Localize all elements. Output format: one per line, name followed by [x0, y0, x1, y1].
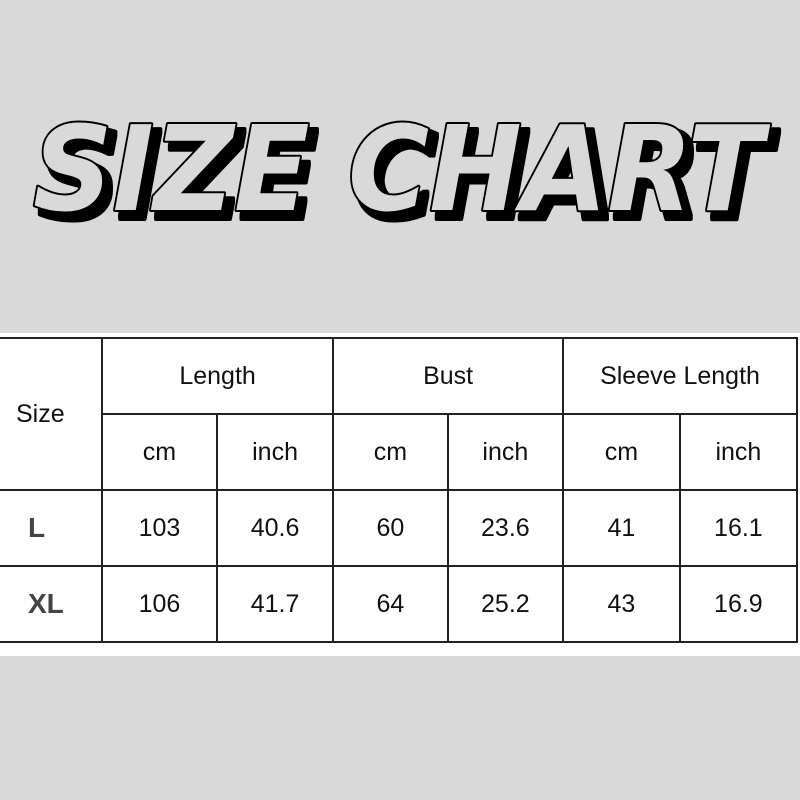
table-cell: 16.1	[678, 489, 799, 567]
size-header: Size	[0, 337, 103, 491]
header-row: Size Length Bust Sleeve Length	[0, 337, 798, 491]
group-header-bust: Bust	[332, 337, 565, 415]
table-cell: 106	[100, 565, 218, 643]
size-table: Size Length Bust Sleeve Length cm inch c…	[0, 337, 799, 643]
size-label: L	[0, 489, 103, 567]
group-header-sleeve-length: Sleeve Length	[562, 337, 798, 415]
table-cell: 16.9	[678, 565, 799, 643]
table-cell: 25.2	[446, 565, 565, 643]
table-cell: 41	[562, 489, 681, 567]
unit-header: cm	[332, 413, 449, 491]
unit-header: inch	[446, 413, 565, 491]
table-cell: 41.7	[215, 565, 335, 643]
table-cell: 64	[332, 565, 449, 643]
unit-row: cm inch cm inch cm inch	[0, 413, 799, 491]
unit-header: inch	[215, 413, 335, 491]
table-cell: 40.6	[215, 489, 335, 567]
unit-header: cm	[562, 413, 681, 491]
table-row: XL 106 41.7 64 25.2 43 16.9	[0, 565, 799, 643]
table-cell: 43	[562, 565, 681, 643]
table-row: L 103 40.6 60 23.6 41 16.1	[0, 489, 799, 567]
size-label: XL	[0, 565, 103, 643]
table-cell: 60	[332, 489, 449, 567]
table-cell: 103	[100, 489, 218, 567]
group-header-length: Length	[100, 337, 335, 415]
size-chart-title: SIZE CHART	[31, 100, 773, 240]
unit-header: cm	[100, 413, 218, 491]
table-cell: 23.6	[446, 489, 565, 567]
unit-header: inch	[678, 413, 799, 491]
title-text: SIZE CHART	[33, 100, 771, 238]
